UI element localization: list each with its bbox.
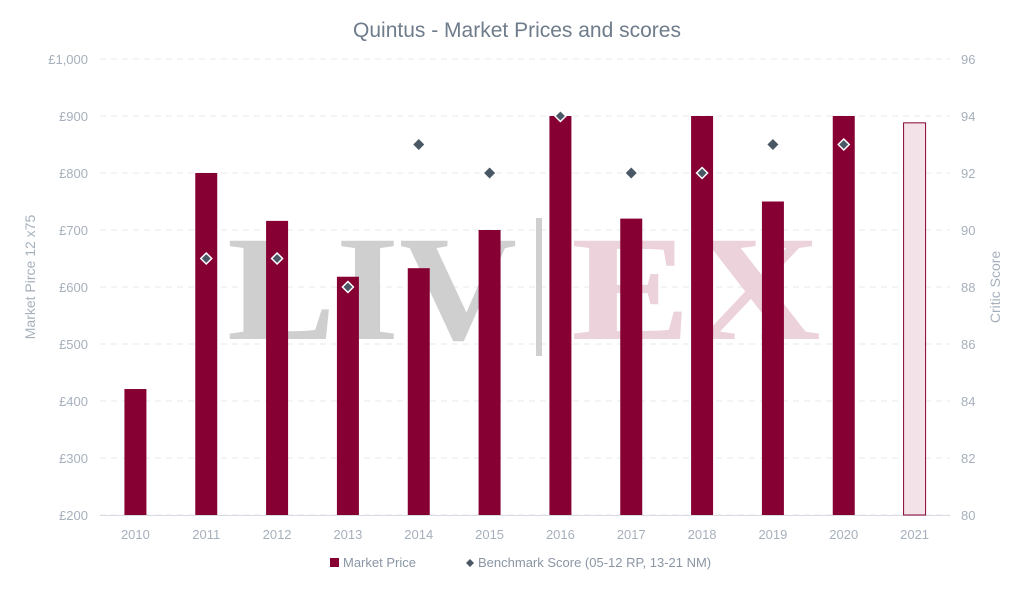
bar-2015 xyxy=(478,230,501,515)
chart-title: Quintus - Market Prices and scores xyxy=(353,19,681,42)
y-left-tick-label: £900 xyxy=(59,109,88,124)
y-left-tick-label: £600 xyxy=(59,280,88,295)
score-point-2011 xyxy=(199,251,213,266)
bar-2010 xyxy=(124,389,147,515)
score-point-2015 xyxy=(484,167,496,179)
y-right-tick-label: 86 xyxy=(961,337,975,352)
y-left-tick-label: £700 xyxy=(59,223,88,238)
x-tick-label: 2021 xyxy=(900,527,929,542)
bar-2020 xyxy=(832,116,855,515)
y-right-axis-title: Critic Score xyxy=(987,251,1003,324)
y-right-tick-label: 96 xyxy=(961,52,975,67)
y-right-tick-label: 94 xyxy=(961,109,975,124)
bar-2019 xyxy=(761,201,784,515)
score-point-2014 xyxy=(413,139,425,150)
bar-2011 xyxy=(195,173,218,515)
legend-label-market-price: Market Price xyxy=(343,555,416,570)
score-point-2017 xyxy=(625,167,637,179)
score-point-2019 xyxy=(767,139,779,150)
x-tick-label: 2018 xyxy=(688,527,717,542)
bar-2017 xyxy=(620,218,643,515)
score-point-2018 xyxy=(695,166,709,180)
x-tick-label: 2020 xyxy=(829,527,858,542)
y-right-tick-label: 88 xyxy=(961,280,975,295)
score-point-2020 xyxy=(837,137,851,152)
bar-2014 xyxy=(407,268,430,515)
y-left-axis-title: Market Pirce 12 x75 xyxy=(22,215,38,340)
x-tick-label: 2016 xyxy=(546,527,575,542)
y-left-tick-label: £500 xyxy=(59,337,88,352)
bar-2012 xyxy=(266,220,289,515)
y-left-tick-label: £200 xyxy=(59,508,88,523)
y-right-tick-label: 92 xyxy=(961,166,975,181)
y-right-tick-label: 82 xyxy=(961,451,975,466)
x-tick-label: 2011 xyxy=(192,527,220,542)
y-right-tick-label: 80 xyxy=(961,508,975,523)
x-tick-label: 2019 xyxy=(758,527,787,542)
bar-2016 xyxy=(549,116,572,515)
bar-2021 xyxy=(903,122,927,516)
score-point-2016 xyxy=(553,109,567,123)
y-right-tick-label: 84 xyxy=(961,394,975,409)
y-right-tick-label: 90 xyxy=(961,223,975,238)
legend-label-benchmark-score: Benchmark Score (05-12 RP, 13-21 NM) xyxy=(478,555,711,570)
bar-2013 xyxy=(336,276,359,515)
legend-marker-benchmark-score xyxy=(466,559,474,567)
y-left-tick-label: £800 xyxy=(59,166,88,181)
x-tick-label: 2012 xyxy=(263,527,292,542)
y-left-tick-label: £400 xyxy=(59,394,88,409)
x-tick-label: 2017 xyxy=(617,527,646,542)
y-left-tick-label: £1,000 xyxy=(48,52,88,67)
bar-2018 xyxy=(691,116,714,515)
legend-swatch-market-price xyxy=(330,558,339,567)
watermark-divider xyxy=(536,218,542,356)
x-tick-label: 2013 xyxy=(333,527,362,542)
score-point-2012 xyxy=(270,251,284,266)
x-tick-label: 2010 xyxy=(121,527,150,542)
score-point-2013 xyxy=(341,280,355,294)
y-left-tick-label: £300 xyxy=(59,451,88,466)
x-tick-label: 2015 xyxy=(475,527,504,542)
x-tick-label: 2014 xyxy=(404,527,433,542)
